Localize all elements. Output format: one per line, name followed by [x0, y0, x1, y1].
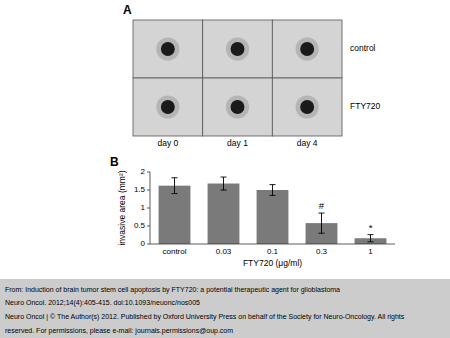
x-axis-label: FTY720 (μg/ml)	[243, 258, 302, 268]
row-label: control	[350, 43, 376, 53]
footer-line: Neuro Oncol. 2012;14(4):405-415. doi:10.…	[5, 299, 200, 307]
spheroid-halo	[226, 95, 249, 118]
figure: Aday 0 day 1 day 4 control FTY720 0 0.5 1 1.5 2 co…	[0, 0, 450, 338]
error-line	[174, 178, 175, 194]
error-cap	[172, 177, 178, 178]
error-cap	[172, 193, 178, 194]
x-axis	[150, 244, 395, 245]
spheroid-halo	[226, 37, 249, 60]
spheroid-halo	[296, 95, 319, 118]
bar	[257, 190, 289, 244]
spheroid	[300, 100, 314, 114]
x-tick-label: 1	[368, 247, 373, 256]
y-tick-label: 0	[141, 239, 146, 248]
x-tick-label: 0.03	[216, 247, 232, 256]
spheroid	[231, 42, 245, 56]
error-line	[321, 213, 322, 233]
footer-line: reserved. For permissions, please e-mail…	[5, 327, 233, 335]
y-tick	[147, 208, 150, 209]
error-bar	[221, 177, 227, 190]
error-cap	[368, 234, 374, 235]
spheroid	[231, 100, 245, 114]
y-tick-label: 2	[141, 167, 146, 176]
panel-b: 0 0.5 1 1.5 2 control 0.03 0.1 0.3 1 # * FTY720 (μg/…	[110, 155, 395, 268]
bars	[159, 177, 387, 244]
column-label: day 4	[297, 138, 318, 148]
error-cap	[270, 195, 276, 196]
y-tick-label: 1	[141, 203, 146, 212]
spheroid-halo	[156, 37, 179, 60]
spheroid	[161, 42, 175, 56]
footer: From: Induction of brain tumor stem cell…	[0, 279, 450, 338]
significance-marker: *	[369, 222, 373, 233]
error-line	[272, 185, 273, 196]
significance-marker: #	[319, 200, 325, 211]
y-tick-label: 0.5	[134, 221, 146, 230]
column-label: day 0	[157, 138, 178, 148]
y-tick-label: 1.5	[134, 185, 146, 194]
error-bar	[319, 213, 325, 233]
error-line	[223, 177, 224, 190]
footer-background	[0, 279, 450, 338]
y-tick	[147, 190, 150, 191]
error-line	[370, 235, 371, 242]
panel-label: A	[123, 3, 132, 17]
error-cap	[319, 213, 325, 214]
y-tick	[147, 226, 150, 227]
row-label: FTY720	[350, 101, 381, 111]
spheroid	[161, 100, 175, 114]
image-cell	[203, 20, 273, 78]
panel-a: Aday 0 day 1 day 4 control FTY720	[123, 3, 381, 148]
footer-line: From: Induction of brain tumor stem cell…	[5, 286, 340, 294]
spheroid-halo	[296, 37, 319, 60]
y-tick	[147, 244, 150, 245]
bar	[208, 184, 240, 244]
error-bar	[172, 178, 178, 194]
bar	[159, 186, 191, 244]
error-cap	[221, 177, 227, 178]
spheroid-halo	[156, 95, 179, 118]
y-axis-label: invasive area (mm²)	[117, 170, 127, 245]
y-tick	[147, 172, 150, 173]
column-label: day 1	[227, 138, 248, 148]
error-cap	[368, 241, 374, 242]
x-tick-label: 0.3	[316, 247, 328, 256]
error-bar	[368, 235, 374, 242]
image-cell	[133, 78, 203, 136]
error-bar	[270, 185, 276, 196]
image-cell	[272, 20, 342, 78]
panel-label: B	[110, 155, 119, 169]
x-tick-label: control	[162, 247, 186, 256]
x-tick-label: 0.1	[267, 247, 279, 256]
spheroid	[300, 42, 314, 56]
image-cell	[203, 78, 273, 136]
footer-line: Neuro Oncol | © The Author(s) 2012. Publ…	[5, 313, 405, 321]
error-cap	[270, 184, 276, 185]
error-cap	[221, 190, 227, 191]
image-cell	[272, 78, 342, 136]
error-cap	[319, 233, 325, 234]
image-cell	[133, 20, 203, 78]
